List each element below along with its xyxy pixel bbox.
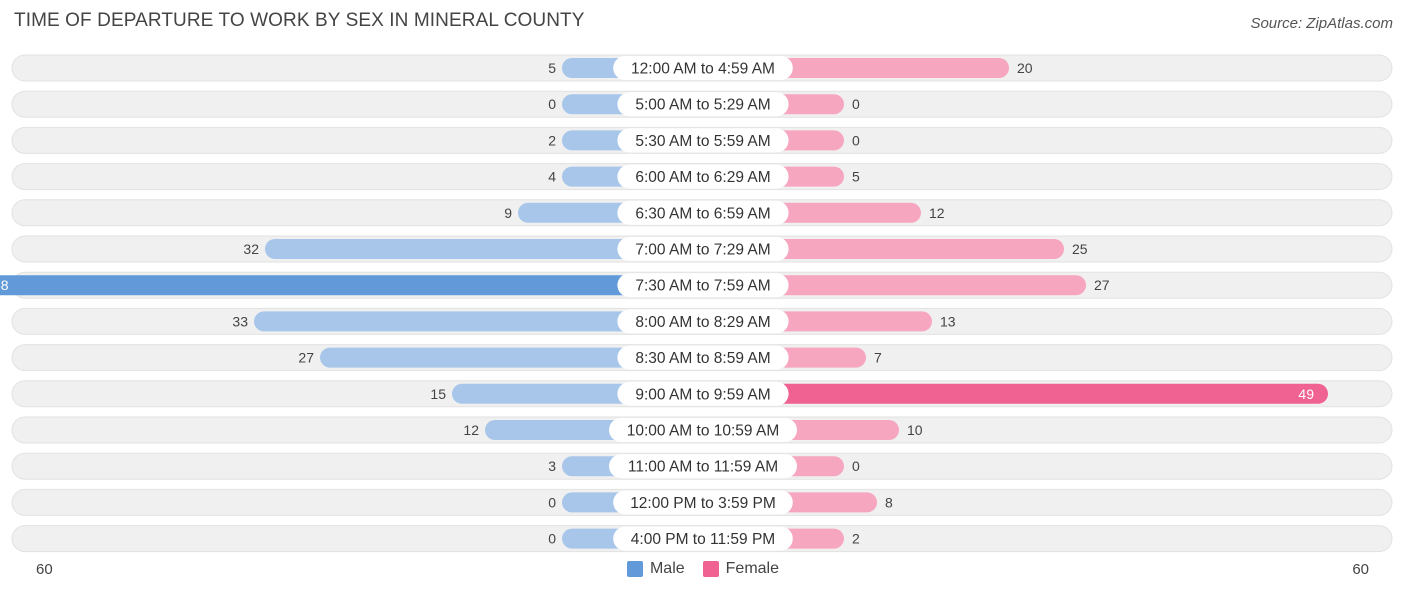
bar-male [265, 239, 703, 259]
category-label-background [613, 56, 793, 80]
category-label: 5:30 AM to 5:59 AM [635, 133, 770, 150]
source-label: Source: ZipAtlas.com [1250, 15, 1393, 32]
bar-female [703, 239, 1064, 259]
legend-item-male: Male [626, 560, 685, 578]
category-label-background [617, 164, 789, 189]
male-value-label: 58 [0, 277, 9, 293]
male-value-label: 32 [243, 241, 259, 257]
category-label: 5:00 AM to 5:29 AM [635, 97, 770, 114]
male-value-label: 12 [463, 422, 479, 438]
category-label-background [617, 309, 789, 334]
male-value-label: 15 [430, 386, 446, 402]
category-label: 6:00 AM to 6:29 AM [635, 169, 770, 186]
category-label: 12:00 AM to 4:59 AM [631, 61, 775, 78]
category-label: 9:00 AM to 9:59 AM [635, 386, 770, 403]
axis-right-label: 60 [1352, 561, 1369, 578]
female-value-label: 13 [940, 313, 956, 329]
category-label: 6:30 AM to 6:59 AM [635, 205, 770, 222]
female-value-label: 27 [1094, 277, 1110, 293]
female-value-label: 10 [907, 422, 923, 438]
legend: Male Female [0, 560, 1406, 578]
female-value-label: 8 [885, 494, 893, 510]
category-label-background [617, 237, 789, 261]
male-value-label: 5 [548, 60, 556, 76]
male-value-label: 0 [548, 96, 556, 112]
female-value-label: 0 [852, 96, 860, 112]
female-value-label: 49 [1298, 386, 1314, 402]
category-label-background [617, 345, 789, 370]
male-value-label: 9 [504, 205, 512, 221]
male-value-label: 0 [548, 531, 556, 547]
chart-title: TIME OF DEPARTURE TO WORK BY SEX IN MINE… [14, 10, 585, 31]
category-label: 8:30 AM to 8:59 AM [635, 350, 770, 367]
female-value-label: 0 [852, 132, 860, 148]
category-label: 12:00 PM to 3:59 PM [630, 495, 776, 512]
legend-item-female: Female [702, 560, 780, 578]
category-label-background [609, 454, 797, 479]
category-label: 10:00 AM to 10:59 AM [627, 423, 780, 440]
category-label: 7:30 AM to 7:59 AM [635, 278, 770, 295]
male-value-label: 4 [548, 169, 556, 185]
bar-male [254, 311, 703, 332]
male-value-label: 2 [548, 132, 556, 148]
category-label-background [617, 381, 789, 406]
legend-swatch-female [702, 561, 719, 577]
male-value-label: 27 [298, 350, 314, 366]
female-value-label: 7 [874, 350, 882, 366]
female-value-label: 25 [1072, 241, 1088, 257]
category-label: 7:00 AM to 7:29 AM [635, 242, 770, 259]
bar-male [320, 347, 703, 368]
category-label-background [613, 526, 793, 551]
legend-label-female: Female [725, 560, 780, 577]
legend-label-male: Male [649, 560, 685, 577]
male-value-label: 33 [232, 313, 248, 329]
category-label-background [617, 273, 789, 298]
female-value-label: 20 [1017, 60, 1033, 76]
bar-male [0, 275, 703, 296]
axis-left-label: 60 [36, 561, 53, 578]
legend-swatch-male [626, 561, 643, 577]
bar-female [703, 383, 1328, 404]
category-label-background [617, 200, 789, 225]
category-label-background [613, 490, 793, 515]
category-label-background [609, 418, 797, 442]
bar-female [703, 275, 1086, 296]
female-value-label: 5 [852, 169, 860, 185]
category-label-background [617, 128, 789, 153]
category-label-background [617, 92, 789, 117]
male-value-label: 3 [548, 458, 556, 474]
male-value-label: 0 [548, 494, 556, 510]
category-label: 4:00 PM to 11:59 PM [631, 531, 775, 548]
female-value-label: 2 [852, 531, 860, 547]
category-label: 8:00 AM to 8:29 AM [635, 314, 770, 331]
female-value-label: 12 [929, 205, 945, 221]
category-label: 11:00 AM to 11:59 AM [628, 459, 778, 476]
female-value-label: 0 [852, 458, 860, 474]
